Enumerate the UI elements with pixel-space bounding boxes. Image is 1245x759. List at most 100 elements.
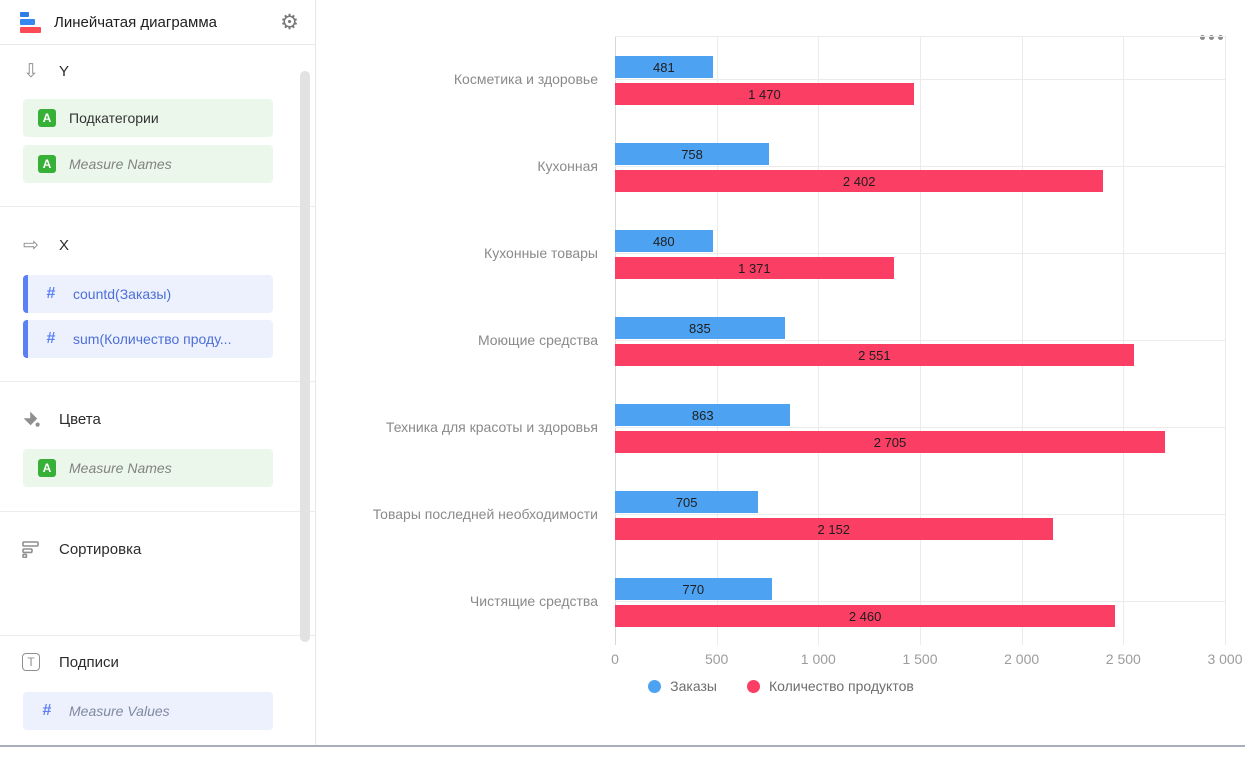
sort-icon — [20, 540, 42, 558]
field-pill-sum-kolichestvo[interactable]: # sum(Количество проду... — [23, 320, 273, 358]
measure-accent-bar — [23, 275, 28, 313]
chart-bar[interactable]: 1 470 — [615, 83, 914, 105]
bar-value-label: 835 — [689, 320, 711, 336]
bar-value-label: 2 705 — [873, 434, 907, 450]
bar-value-label: 1 470 — [748, 86, 781, 102]
gear-icon[interactable]: ⚙ — [280, 10, 299, 34]
category-label: Чистящие средства — [469, 593, 598, 609]
x-axis-tick-label: 0 — [611, 651, 619, 667]
h-gridline — [615, 427, 1225, 428]
h-gridline — [615, 340, 1225, 341]
chart-bar[interactable]: 481 — [615, 56, 713, 78]
chart-bar[interactable]: 835 — [615, 317, 785, 339]
measure-hash-icon: # — [46, 285, 56, 302]
plot-top-line — [615, 36, 1225, 37]
bar-value-label: 2 460 — [848, 608, 882, 624]
page-title: Линейчатая диаграмма — [54, 13, 217, 31]
x-axis-tick-label: 2 500 — [1105, 651, 1141, 667]
legend-label: Количество продуктов — [768, 678, 914, 694]
dimension-a-icon: A — [38, 109, 56, 127]
section-label: Y — [59, 62, 70, 80]
legend-dot — [648, 679, 662, 693]
category-label: Моющие средства — [477, 332, 598, 348]
x-axis-tick-label: 500 — [704, 651, 729, 667]
bar-value-label: 480 — [652, 233, 675, 249]
field-pill-measure-names-colors[interactable]: A Measure Names — [23, 449, 273, 487]
category-label: Кухонные товары — [484, 245, 598, 261]
field-pill-label: Measure Names — [69, 156, 172, 172]
measure-hash-icon: # — [46, 330, 56, 347]
chart-bar[interactable]: 705 — [615, 491, 759, 513]
section-label: Подписи — [59, 653, 119, 671]
chart-bar[interactable]: 758 — [615, 143, 770, 165]
bar-value-label: 2 402 — [842, 173, 876, 189]
dimension-a-icon: A — [38, 459, 56, 477]
category-label: Косметика и здоровье — [453, 71, 598, 87]
section-colors-header: Цвета — [20, 407, 295, 431]
category-label: Кухонная — [537, 158, 598, 174]
h-gridline — [615, 79, 1225, 80]
bar-value-label: 758 — [681, 146, 703, 162]
chart-bar[interactable]: 863 — [615, 404, 791, 426]
field-pill-podkategorii[interactable]: A Подкатегории — [23, 99, 273, 137]
dimension-a-icon: A — [38, 155, 56, 173]
text-icon: T — [20, 653, 42, 671]
bar-value-label: 1 371 — [738, 260, 771, 276]
field-pill-measure-names[interactable]: A Measure Names — [23, 145, 273, 183]
chart-bar[interactable]: 2 402 — [615, 170, 1104, 192]
bar-value-label: 2 152 — [817, 521, 851, 537]
chart-legend: Заказы Количество продуктов — [317, 678, 1245, 694]
divider — [0, 206, 315, 207]
h-gridline — [615, 166, 1225, 167]
field-pill-measure-values[interactable]: # Measure Values — [23, 692, 273, 730]
divider — [0, 635, 315, 636]
divider — [0, 511, 315, 512]
legend-item[interactable]: Количество продуктов — [746, 678, 914, 694]
section-label: Цвета — [59, 410, 101, 428]
field-pill-label: sum(Количество проду... — [73, 331, 232, 347]
category-label: Товары последней необходимости — [372, 506, 598, 522]
measure-hash-icon: # — [42, 702, 52, 719]
field-pill-label: Measure Names — [69, 460, 172, 476]
field-pill-label: countd(Заказы) — [73, 286, 172, 302]
legend-label: Заказы — [670, 678, 717, 694]
chart-menu-icon[interactable] — [1200, 35, 1223, 40]
chart-bar[interactable]: 2 460 — [615, 605, 1116, 627]
section-sort-header: Сортировка — [20, 537, 295, 561]
divider — [0, 381, 315, 382]
arrow-right-icon: ⇨ — [23, 234, 39, 256]
legend-item[interactable]: Заказы — [648, 678, 717, 694]
v-gridline — [1225, 36, 1226, 645]
chart-bar[interactable]: 770 — [615, 578, 772, 600]
x-axis-tick-label: 3 000 — [1207, 651, 1243, 667]
x-axis-tick-label: 1 000 — [800, 651, 836, 667]
x-axis-tick-label: 1 500 — [902, 651, 938, 667]
field-pill-countd-zakazy[interactable]: # countd(Заказы) — [23, 275, 273, 313]
field-pill-label: Measure Values — [69, 703, 170, 719]
section-labels: T Подписи # Measure Values — [0, 650, 315, 730]
bar-value-label: 770 — [682, 581, 705, 597]
section-y-header: ⇩ Y — [20, 59, 295, 83]
bar-chart-plot: 0 500 1 000 1 500 2 000 2 500 3 000 Косметика и… — [317, 0, 1245, 745]
bar-value-label: 2 551 — [858, 347, 891, 363]
bar-value-label: 481 — [653, 59, 675, 75]
scrollbar-thumb[interactable] — [300, 71, 310, 642]
measure-accent-bar — [23, 320, 28, 358]
sidebar-body: ⇩ Y A Подкатегории A Measure Names ⇨ X #… — [0, 59, 315, 759]
field-pill-label: Подкатегории — [69, 110, 159, 126]
paint-bucket-icon — [20, 410, 42, 429]
h-gridline — [615, 514, 1225, 515]
h-gridline — [615, 601, 1225, 602]
chart-bar[interactable]: 1 371 — [615, 257, 894, 279]
chart-bar[interactable]: 480 — [615, 230, 713, 252]
sidebar: Линейчатая диаграмма ⚙ ⇩ Y A Подкатегори… — [0, 0, 316, 745]
chart-bar[interactable]: 2 152 — [615, 518, 1053, 540]
section-y: ⇩ Y A Подкатегории A Measure Names — [0, 59, 315, 206]
section-label: X — [59, 236, 70, 254]
chart-bar[interactable]: 2 705 — [615, 431, 1166, 453]
chart-area: 0 500 1 000 1 500 2 000 2 500 3 000 Косметика и… — [317, 0, 1245, 745]
section-colors: Цвета A Measure Names — [0, 407, 315, 511]
chart-bar[interactable]: 2 551 — [615, 344, 1134, 366]
bar-chart-logo-icon — [20, 11, 42, 33]
